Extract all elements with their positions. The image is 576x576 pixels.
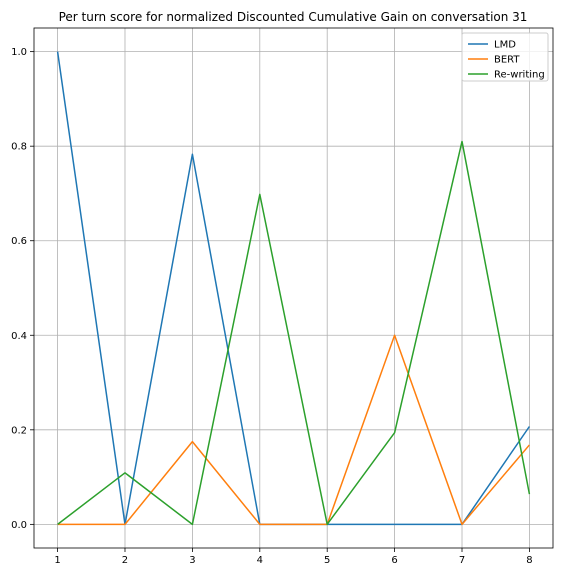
y-tick-label: 0.4 bbox=[11, 331, 27, 342]
plot-frame bbox=[33, 27, 554, 549]
x-tick-label: 3 bbox=[189, 555, 195, 566]
y-axis-ticks: 0.0 0.2 0.4 0.6 0.8 1.0 bbox=[11, 47, 34, 531]
x-tick-label: 7 bbox=[459, 555, 465, 566]
x-tick-label: 5 bbox=[324, 555, 330, 566]
y-tick-label: 0.6 bbox=[11, 236, 27, 247]
x-axis-ticks: 1 2 3 4 5 6 7 8 bbox=[54, 548, 533, 566]
x-tick-label: 4 bbox=[257, 555, 263, 566]
series-line-re-writing bbox=[57, 140, 531, 526]
grid-lines bbox=[34, 28, 553, 548]
y-tick-label: 0.2 bbox=[11, 425, 27, 436]
x-tick-label: 8 bbox=[526, 555, 532, 566]
series-line-bert bbox=[57, 334, 530, 526]
legend-box bbox=[461, 32, 549, 82]
y-tick-label: 0.0 bbox=[11, 520, 27, 531]
chart-title: Per turn score for normalized Discounted… bbox=[59, 10, 528, 24]
legend: LMD BERT Re-writing bbox=[461, 32, 549, 82]
y-tick-label: 1.0 bbox=[11, 47, 27, 58]
y-tick-label: 0.8 bbox=[11, 142, 27, 153]
legend-label-lmd: LMD bbox=[494, 40, 516, 51]
x-tick-label: 1 bbox=[54, 555, 60, 566]
legend-label-re-writing: Re-writing bbox=[494, 70, 545, 81]
series-lines bbox=[56, 51, 531, 526]
x-tick-label: 2 bbox=[122, 555, 128, 566]
legend-label-bert: BERT bbox=[494, 55, 520, 66]
series-line-lmd bbox=[56, 51, 531, 526]
x-tick-label: 6 bbox=[391, 555, 397, 566]
